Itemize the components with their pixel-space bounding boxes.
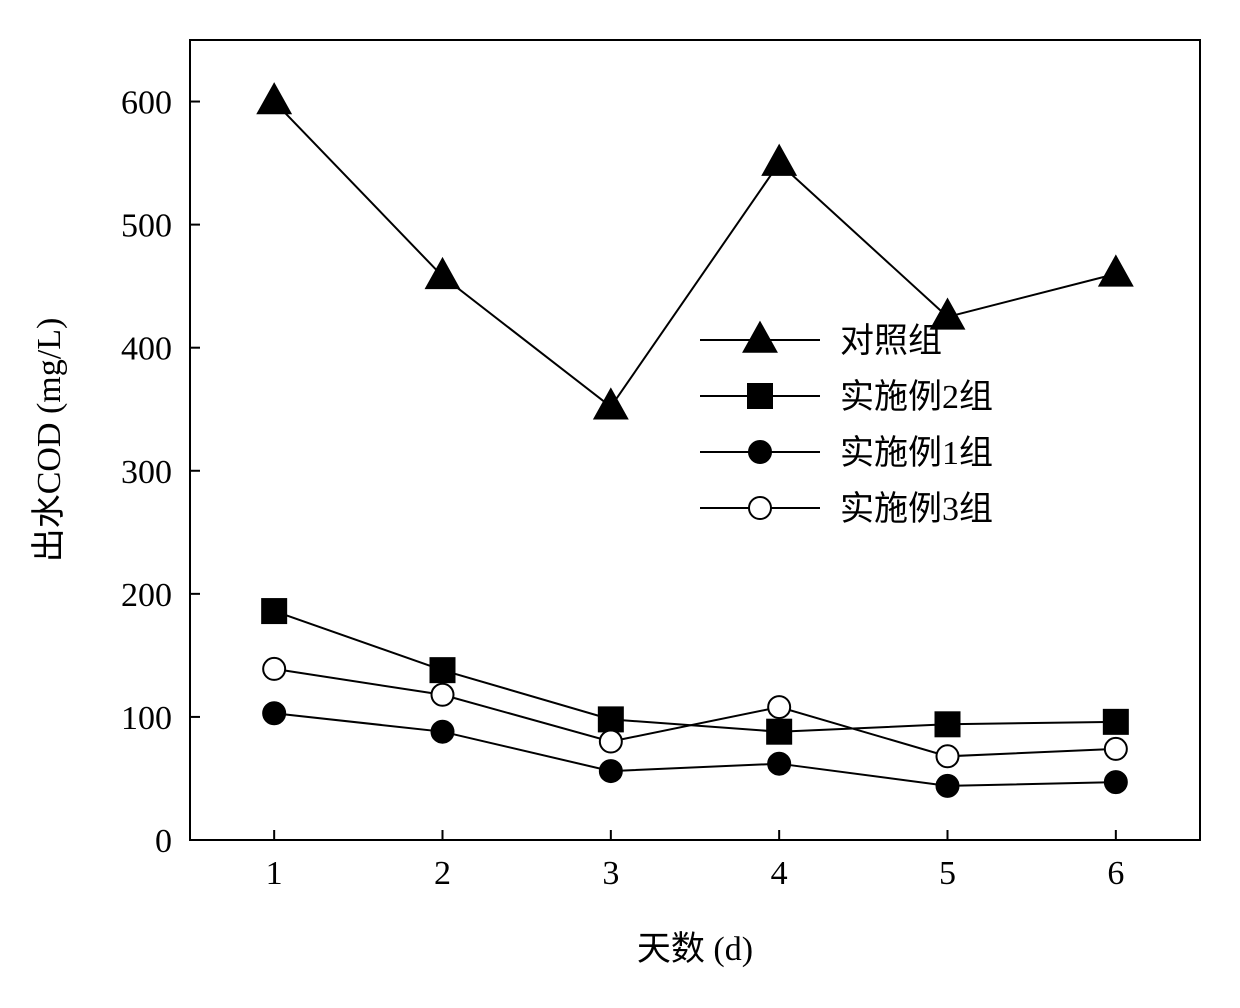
series-marker-ex2 bbox=[1104, 710, 1128, 734]
chart-background bbox=[0, 0, 1240, 1008]
x-tick-label: 5 bbox=[939, 855, 956, 892]
series-marker-ex2 bbox=[767, 720, 791, 744]
x-tick-label: 4 bbox=[771, 855, 788, 892]
series-marker-ex2 bbox=[262, 599, 286, 623]
x-tick-label: 1 bbox=[266, 855, 283, 892]
series-marker-ex1 bbox=[263, 702, 285, 724]
y-tick-label: 400 bbox=[121, 331, 172, 368]
y-axis-label: 出水COD (mg/L) bbox=[30, 318, 68, 563]
y-tick-label: 600 bbox=[121, 85, 172, 122]
legend-marker-ex1 bbox=[749, 441, 771, 463]
series-marker-ex1 bbox=[1105, 771, 1127, 793]
x-tick-label: 3 bbox=[602, 855, 619, 892]
series-marker-ex1 bbox=[937, 775, 959, 797]
series-marker-ex3 bbox=[600, 731, 622, 753]
chart-container: 1 2 3 4 5 6 0 100 200 300 400 500 600 天数 (d) 出水COD (mg… bbox=[0, 0, 1240, 1008]
legend-marker-ex3 bbox=[749, 497, 771, 519]
series-marker-ex3 bbox=[263, 658, 285, 680]
legend-label-ex3: 实施例3组 bbox=[840, 490, 993, 528]
legend-label-ex1: 实施例1组 bbox=[840, 434, 993, 472]
series-marker-ex1 bbox=[432, 721, 454, 743]
series-marker-ex3 bbox=[937, 745, 959, 767]
x-tick-label: 6 bbox=[1107, 855, 1124, 892]
series-marker-ex2 bbox=[936, 712, 960, 736]
y-tick-label: 200 bbox=[121, 577, 172, 614]
legend-label-control: 对照组 bbox=[840, 322, 942, 360]
x-tick-label: 2 bbox=[434, 855, 451, 892]
y-tick-label: 0 bbox=[155, 823, 172, 860]
series-marker-ex1 bbox=[768, 753, 790, 775]
y-tick-label: 500 bbox=[121, 208, 172, 245]
series-marker-ex1 bbox=[600, 760, 622, 782]
series-marker-ex2 bbox=[599, 707, 623, 731]
series-marker-ex2 bbox=[431, 658, 455, 682]
x-axis-label: 天数 (d) bbox=[637, 930, 753, 968]
line-chart: 1 2 3 4 5 6 0 100 200 300 400 500 600 天数 (d) 出水COD (mg… bbox=[0, 0, 1240, 1008]
y-tick-label: 300 bbox=[121, 454, 172, 491]
legend-label-ex2: 实施例2组 bbox=[840, 378, 993, 416]
series-marker-ex3 bbox=[768, 696, 790, 718]
series-marker-ex3 bbox=[432, 684, 454, 706]
y-tick-label: 100 bbox=[121, 700, 172, 737]
series-marker-ex3 bbox=[1105, 738, 1127, 760]
legend-marker-ex2 bbox=[748, 384, 772, 408]
